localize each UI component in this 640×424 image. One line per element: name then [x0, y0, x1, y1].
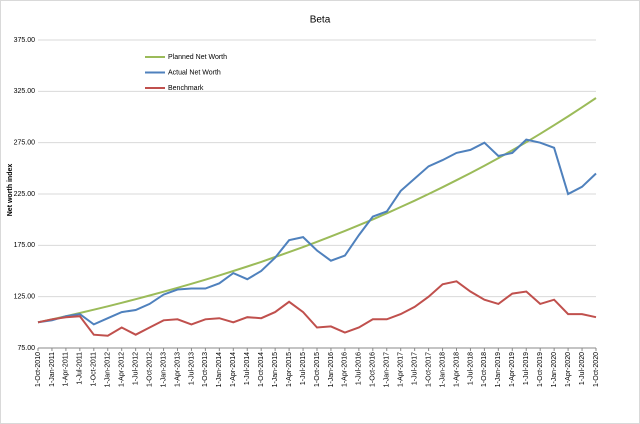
- x-tick-label: 1-Apr-2016: [342, 352, 349, 387]
- y-tick-label: 125.00: [14, 294, 36, 301]
- x-tick-label: 1-Oct-2013: [202, 352, 209, 387]
- x-tick-label: 1-Apr-2014: [230, 352, 237, 387]
- legend-label: Planned Net Worth: [168, 54, 227, 61]
- y-tick-label: 75.00: [17, 345, 35, 352]
- series-line: [37, 138, 597, 326]
- x-tick-label: 1-Jan-2018: [439, 352, 446, 388]
- x-tick-label: 1-Oct-2020: [593, 352, 600, 387]
- y-tick-label: 225.00: [14, 191, 36, 198]
- x-tick-label: 1-Oct-2019: [537, 352, 544, 387]
- x-tick-label: 1-Jul-2011: [77, 352, 84, 385]
- x-tick-label: 1-Apr-2012: [119, 352, 126, 387]
- x-tick-label: 1-Jul-2013: [188, 352, 195, 385]
- x-tick-label: 1-Jul-2017: [411, 352, 418, 385]
- x-tick-label: 1-Jan-2015: [272, 352, 279, 388]
- chart-title: Beta: [310, 15, 331, 26]
- x-tick-label: 1-Oct-2012: [146, 352, 153, 387]
- x-tick-label: 1-Apr-2018: [453, 352, 460, 387]
- x-tick-label: 1-Oct-2014: [258, 352, 265, 387]
- x-tick-label: 1-Jul-2018: [467, 352, 474, 385]
- y-tick-label: 275.00: [14, 140, 36, 147]
- x-tick-label: 1-Apr-2017: [398, 352, 405, 387]
- x-tick-label: 1-Jan-2014: [216, 352, 223, 388]
- x-tick-label: 1-Jan-2011: [49, 352, 56, 387]
- x-tick-label: 1-Oct-2018: [481, 352, 488, 387]
- y-tick-label: 325.00: [14, 88, 36, 95]
- x-tick-label: 1-Apr-2015: [286, 352, 293, 387]
- x-tick-label: 1-Apr-2011: [63, 352, 70, 387]
- legend-label: Actual Net Worth: [168, 69, 221, 76]
- x-tick-label: 1-Jul-2012: [132, 352, 139, 385]
- x-tick-label: 1-Jan-2016: [328, 352, 335, 388]
- x-tick-label: 1-Oct-2016: [370, 352, 377, 387]
- x-tick-label: 1-Jan-2019: [495, 352, 502, 388]
- x-tick-label: 1-Jan-2020: [551, 352, 558, 388]
- x-tick-label: 1-Jul-2016: [356, 352, 363, 385]
- x-tick-label: 1-Jul-2020: [579, 352, 586, 385]
- x-tick-label: 1-Jul-2014: [244, 352, 251, 385]
- y-axis-label: Net worth index: [7, 164, 14, 217]
- x-tick-label: 1-Oct-2010: [35, 352, 42, 387]
- x-tick-label: 1-Oct-2015: [314, 352, 321, 387]
- x-tick-label: 1-Oct-2011: [91, 352, 98, 387]
- y-tick-label: 175.00: [14, 242, 36, 249]
- y-tick-label: 375.00: [14, 37, 36, 44]
- x-tick-label: 1-Apr-2019: [509, 352, 516, 387]
- x-tick-label: 1-Jan-2013: [160, 352, 167, 388]
- x-tick-label: 1-Jul-2015: [300, 352, 307, 385]
- x-tick-label: 1-Apr-2020: [565, 352, 572, 387]
- x-tick-label: 1-Jan-2017: [384, 352, 391, 388]
- x-tick-label: 1-Jan-2012: [105, 352, 112, 388]
- legend-label: Benchmark: [168, 85, 204, 92]
- x-tick-label: 1-Oct-2017: [425, 352, 432, 387]
- series-line: [37, 280, 597, 337]
- x-tick-label: 1-Jul-2019: [523, 352, 530, 385]
- x-tick-label: 1-Apr-2013: [174, 352, 181, 387]
